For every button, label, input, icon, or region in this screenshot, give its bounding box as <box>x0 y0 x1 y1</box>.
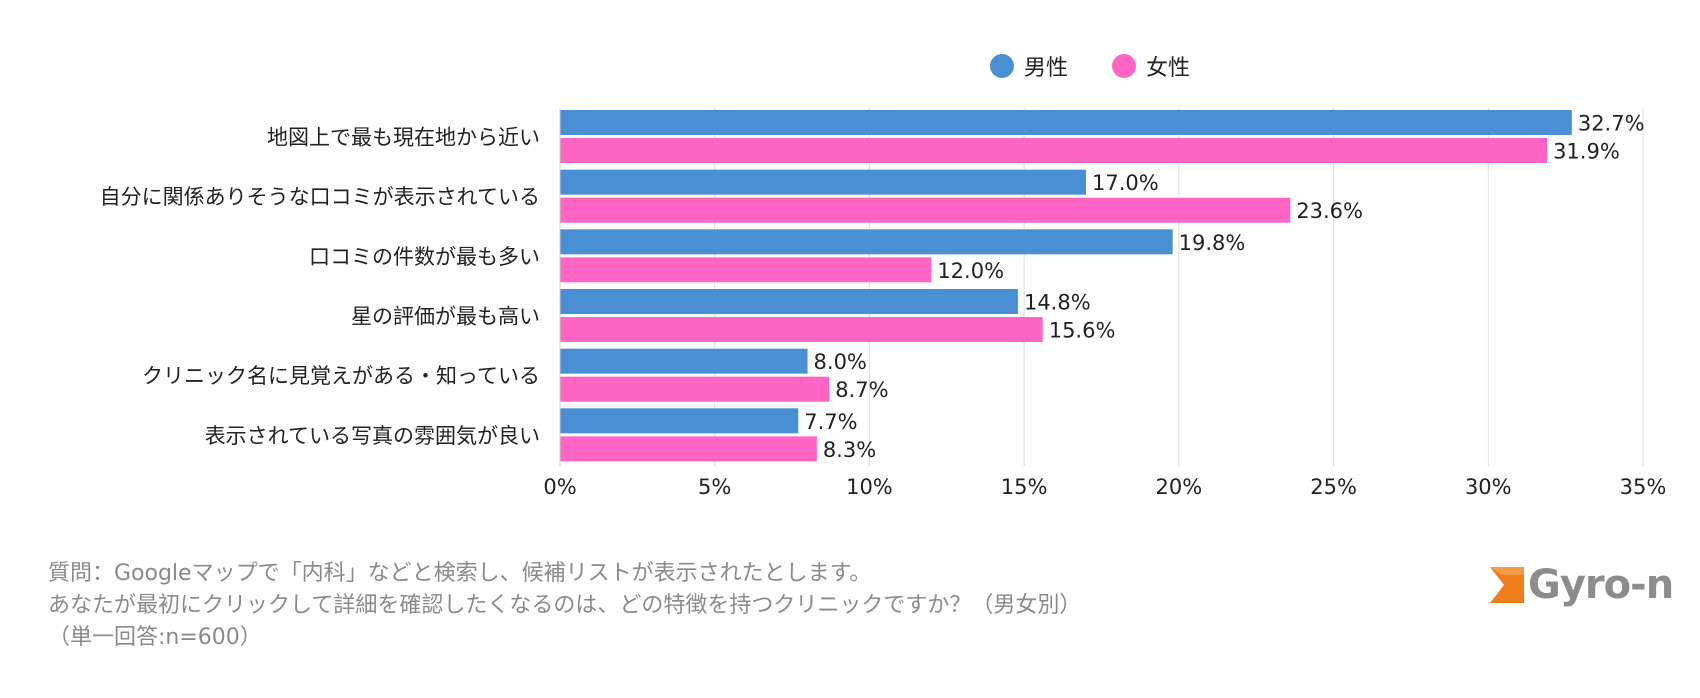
data-label: 8.3% <box>823 438 876 462</box>
legend-label-male: 男性 <box>1024 56 1069 81</box>
legend-item-female: 女性 <box>1112 50 1190 82</box>
bar-female <box>560 197 1291 223</box>
data-label: 17.0% <box>1092 171 1159 195</box>
chart-legend: 男性 女性 <box>990 50 1190 82</box>
data-label: 7.7% <box>804 410 857 434</box>
bar-female <box>560 376 830 402</box>
data-label: 8.0% <box>814 350 867 374</box>
bar-male <box>560 229 1173 255</box>
data-label: 12.0% <box>937 259 1004 283</box>
data-label: 15.6% <box>1049 319 1116 343</box>
gyro-n-logo: Gyro-n <box>1490 562 1674 608</box>
data-label: 31.9% <box>1553 140 1620 164</box>
bar-male <box>560 110 1572 135</box>
category-label: 口コミの件数が最も多い <box>309 245 540 269</box>
legend-item-male: 男性 <box>990 50 1068 82</box>
category-label: 星の評価が最も高い <box>351 305 540 329</box>
x-tick-label: 35% <box>1620 475 1667 499</box>
x-tick-label: 25% <box>1310 475 1357 499</box>
legend-swatch-female <box>1112 54 1137 78</box>
footnote-line-1: 質問：Googleマップで「内科」などと検索し、候補リストが表示されたとします。 <box>48 561 872 586</box>
logo-text: Gyro-n <box>1528 562 1674 608</box>
legend-swatch-male <box>990 54 1014 78</box>
category-label: 地図上で最も現在地から近い <box>267 126 540 150</box>
legend-label-female: 女性 <box>1146 56 1191 81</box>
footnote: 質問：Googleマップで「内科」などと検索し、候補リストが表示されたとします。… <box>48 558 1081 654</box>
bar-female <box>560 257 932 283</box>
bar-male <box>560 289 1018 314</box>
data-label: 8.7% <box>835 378 888 402</box>
data-label: 23.6% <box>1296 199 1363 223</box>
footnote-line-3: （単一回答:n=600） <box>48 625 262 650</box>
category-label: 自分に関係ありそうな口コミが表示されている <box>100 185 540 209</box>
data-label: 19.8% <box>1179 231 1246 255</box>
data-label: 14.8% <box>1024 291 1091 315</box>
bar-male <box>560 169 1087 195</box>
x-tick-label: 20% <box>1156 475 1203 499</box>
bar-male <box>560 408 799 434</box>
footnote-line-2: あなたが最初にクリックして詳細を確認したくなるのは、どの特徴を持つクリニックです… <box>48 593 1082 618</box>
x-tick-label: 30% <box>1465 475 1512 499</box>
bar-female <box>560 436 817 462</box>
x-tick-label: 0% <box>543 475 576 499</box>
bar-female <box>560 138 1548 163</box>
x-tick-label: 15% <box>1001 475 1048 499</box>
logo-mark-icon <box>1490 567 1524 603</box>
data-label: 32.7% <box>1578 112 1645 136</box>
bar-chart: 地図上で最も現在地から近い 32.7% 31.9% 自分に関係ありそうな口コミが表示さ… <box>100 108 1667 499</box>
category-label: クリニック名に見覚えがある・知っている <box>142 364 540 388</box>
bar-female <box>560 317 1043 342</box>
category-label: 表示されている写真の雰囲気が良い <box>205 424 540 448</box>
bar-male <box>560 348 808 374</box>
x-tick-label: 10% <box>846 475 893 499</box>
x-tick-label: 5% <box>698 475 731 499</box>
